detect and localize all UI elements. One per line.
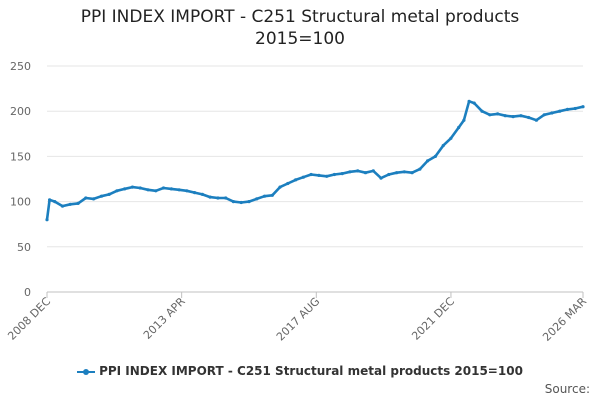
data-point-45[interactable] bbox=[387, 172, 391, 177]
data-point-18[interactable] bbox=[177, 188, 181, 192]
data-point-13[interactable] bbox=[138, 186, 142, 190]
data-point-47[interactable] bbox=[402, 170, 406, 174]
data-point-15[interactable] bbox=[154, 189, 158, 193]
data-point-65[interactable] bbox=[534, 118, 539, 122]
data-point-29[interactable] bbox=[262, 194, 267, 198]
data-point-54[interactable] bbox=[457, 125, 461, 130]
data-point-22[interactable] bbox=[208, 195, 212, 199]
x-tick-label-4: 2026 MAR bbox=[540, 295, 589, 344]
data-point-20[interactable] bbox=[193, 191, 197, 195]
data-point-23[interactable] bbox=[216, 196, 220, 200]
data-point-66[interactable] bbox=[542, 113, 546, 117]
data-point-34[interactable] bbox=[301, 175, 305, 179]
data-point-14[interactable] bbox=[146, 188, 150, 192]
y-tick-label-0: 0 bbox=[24, 286, 31, 299]
data-point-10[interactable] bbox=[115, 189, 119, 193]
y-tick-label-100: 100 bbox=[10, 196, 31, 209]
data-point-55[interactable] bbox=[462, 118, 466, 122]
data-point-69[interactable] bbox=[565, 107, 570, 111]
data-point-63[interactable] bbox=[519, 114, 523, 118]
data-point-2[interactable] bbox=[53, 200, 57, 204]
data-point-11[interactable] bbox=[123, 187, 127, 191]
x-axis: 2008 DEC 2013 APR 2017 AUG 2021 DEC 2026 MAR bbox=[5, 291, 589, 344]
data-point-43[interactable] bbox=[371, 169, 375, 173]
series-group[interactable] bbox=[45, 99, 585, 222]
data-point-70[interactable] bbox=[573, 106, 577, 111]
data-point-16[interactable] bbox=[161, 186, 166, 190]
data-point-27[interactable] bbox=[247, 200, 251, 204]
data-point-59[interactable] bbox=[488, 113, 492, 117]
data-point-17[interactable] bbox=[169, 187, 173, 191]
data-point-42[interactable] bbox=[363, 171, 368, 175]
data-point-5[interactable] bbox=[76, 201, 80, 205]
data-point-3[interactable] bbox=[60, 204, 65, 208]
data-point-7[interactable] bbox=[92, 197, 96, 201]
chart-title-line-1: PPI INDEX IMPORT - C251 Structural metal… bbox=[80, 7, 520, 27]
data-point-64[interactable] bbox=[527, 115, 531, 120]
data-point-28[interactable] bbox=[255, 197, 259, 201]
data-point-21[interactable] bbox=[200, 192, 204, 196]
data-point-60[interactable] bbox=[496, 112, 500, 116]
x-tick-label-3: 2021 DEC bbox=[409, 295, 457, 343]
grid-lines bbox=[47, 65, 583, 293]
y-axis: 0 50 100 150 200 250 bbox=[10, 60, 31, 299]
y-tick-label-250: 250 bbox=[10, 60, 31, 73]
y-tick-label-50: 50 bbox=[17, 241, 31, 254]
data-point-50[interactable] bbox=[426, 159, 430, 163]
legend[interactable]: PPI INDEX IMPORT - C251 Structural metal… bbox=[0, 364, 600, 378]
data-point-12[interactable] bbox=[130, 185, 134, 189]
data-point-25[interactable] bbox=[231, 200, 235, 204]
data-point-57[interactable] bbox=[472, 101, 476, 105]
data-point-33[interactable] bbox=[294, 178, 298, 182]
data-point-31[interactable] bbox=[278, 185, 282, 189]
data-point-48[interactable] bbox=[410, 171, 414, 175]
data-point-6[interactable] bbox=[84, 196, 88, 200]
data-point-0[interactable] bbox=[45, 218, 49, 222]
data-point-39[interactable] bbox=[340, 172, 344, 176]
x-tick-label-2: 2017 AUG bbox=[274, 295, 323, 344]
data-point-49[interactable] bbox=[418, 167, 422, 171]
data-point-40[interactable] bbox=[348, 170, 352, 174]
data-point-8[interactable] bbox=[99, 194, 103, 198]
data-point-58[interactable] bbox=[480, 109, 484, 113]
legend-swatch bbox=[77, 367, 96, 377]
data-point-71[interactable] bbox=[581, 105, 585, 109]
data-point-35[interactable] bbox=[309, 172, 313, 177]
data-point-67[interactable] bbox=[550, 111, 554, 115]
data-point-32[interactable] bbox=[286, 181, 290, 186]
data-point-37[interactable] bbox=[325, 174, 329, 178]
y-tick-label-150: 150 bbox=[10, 150, 31, 163]
data-point-51[interactable] bbox=[433, 154, 437, 158]
x-tick-label-1: 2013 APR bbox=[141, 295, 188, 342]
data-point-26[interactable] bbox=[239, 200, 243, 205]
data-point-19[interactable] bbox=[185, 189, 189, 193]
chart-title: PPI INDEX IMPORT - C251 Structural metal… bbox=[0, 6, 600, 50]
data-point-46[interactable] bbox=[395, 171, 399, 175]
data-point-1[interactable] bbox=[48, 198, 52, 202]
data-point-4[interactable] bbox=[68, 202, 72, 206]
data-point-44[interactable] bbox=[379, 176, 383, 180]
data-point-41[interactable] bbox=[356, 169, 360, 173]
data-point-24[interactable] bbox=[224, 196, 228, 200]
legend-label[interactable]: PPI INDEX IMPORT - C251 Structural metal… bbox=[99, 364, 523, 378]
data-point-53[interactable] bbox=[449, 136, 453, 140]
data-point-30[interactable] bbox=[270, 193, 274, 197]
chart-title-line-2: 2015=100 bbox=[255, 29, 345, 49]
data-point-38[interactable] bbox=[332, 172, 336, 177]
y-tick-label-200: 200 bbox=[10, 105, 31, 118]
data-point-62[interactable] bbox=[511, 115, 515, 119]
legend-swatch-dot bbox=[83, 368, 90, 375]
data-point-52[interactable] bbox=[441, 144, 445, 148]
data-point-9[interactable] bbox=[107, 192, 111, 196]
data-point-56[interactable] bbox=[467, 99, 471, 103]
x-tick-label-0: 2008 DEC bbox=[5, 295, 53, 343]
credits[interactable]: Source: bbox=[544, 382, 590, 396]
data-point-61[interactable] bbox=[503, 114, 507, 118]
data-point-36[interactable] bbox=[317, 173, 321, 177]
data-point-68[interactable] bbox=[558, 109, 562, 113]
